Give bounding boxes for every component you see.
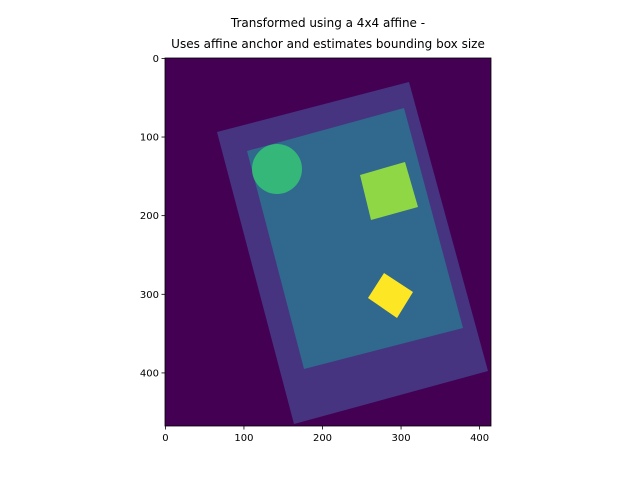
chart-title: Transformed using a 4x4 affine - <box>230 16 425 30</box>
diamond-shape <box>368 273 413 318</box>
circle-shape <box>252 144 302 194</box>
axes-frame <box>164 57 492 427</box>
x-tick-label: 0 <box>162 433 168 444</box>
y-tick-label: 0 <box>153 54 159 65</box>
y-tick-label: 300 <box>140 290 159 301</box>
y-tick-label: 200 <box>140 211 159 222</box>
x-tick-label: 400 <box>470 433 489 444</box>
x-tick-label: 100 <box>234 433 253 444</box>
image <box>165 58 491 426</box>
square-shape <box>360 162 418 220</box>
x-tick-label: 300 <box>392 433 411 444</box>
chart-subtitle: Uses affine anchor and estimates boundin… <box>171 37 485 51</box>
y-tick-label: 100 <box>140 133 159 144</box>
x-tick-label: 200 <box>313 433 332 444</box>
y-tick-label: 400 <box>140 368 159 379</box>
